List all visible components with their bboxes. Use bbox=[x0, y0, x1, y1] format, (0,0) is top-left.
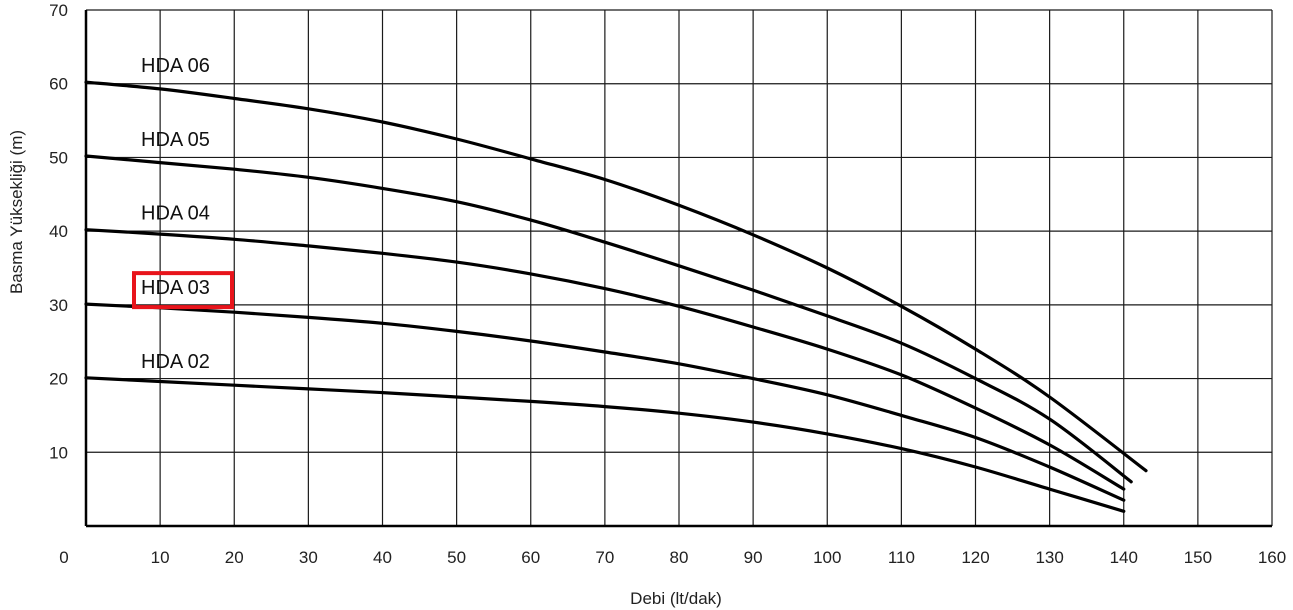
x-tick-label-1: 10 bbox=[151, 548, 170, 567]
series-label-hda-04: HDA 04 bbox=[141, 203, 210, 225]
series-line-hda-04 bbox=[84, 228, 1126, 491]
x-tick-label-13: 130 bbox=[1035, 548, 1063, 567]
series-label-hda-06: HDA 06 bbox=[141, 55, 210, 77]
x-tick-label-9: 90 bbox=[744, 548, 763, 567]
x-axis-label: Debi (lt/dak) bbox=[630, 589, 722, 608]
x-tick-label-6: 60 bbox=[521, 548, 540, 567]
x-tick-label-2: 20 bbox=[225, 548, 244, 567]
y-tick-label-3: 40 bbox=[49, 222, 68, 241]
y-tick-label-1: 20 bbox=[49, 370, 68, 389]
y-tick-label-6: 70 bbox=[49, 1, 68, 20]
series-lines bbox=[84, 80, 1148, 513]
x-tick-label-0: 0 bbox=[59, 548, 68, 567]
x-tick-label-4: 40 bbox=[373, 548, 392, 567]
series-label-hda-02: HDA 02 bbox=[141, 351, 210, 373]
y-tick-label-5: 60 bbox=[49, 75, 68, 94]
series-line-hda-05 bbox=[84, 154, 1133, 484]
highlight-box-hda-03 bbox=[132, 271, 234, 310]
grid bbox=[85, 9, 1273, 526]
x-tick-label-7: 70 bbox=[595, 548, 614, 567]
x-tick-label-10: 100 bbox=[813, 548, 841, 567]
series-labels: HDA 06 HDA 05 HDA 04 HDA 03 HDA 02 bbox=[132, 55, 234, 373]
axes bbox=[84, 10, 1272, 528]
x-tick-label-5: 50 bbox=[447, 548, 466, 567]
series-line-hda-02 bbox=[84, 376, 1126, 513]
x-tick-label-12: 120 bbox=[961, 548, 989, 567]
y-axis-label: Basma Yüksekliği (m) bbox=[7, 130, 26, 294]
x-tick-label-11: 110 bbox=[888, 548, 915, 567]
series-label-hda-03: HDA 03 bbox=[141, 277, 210, 299]
series-line-hda-03 bbox=[84, 302, 1126, 502]
tick-labels: 0 10 20 30 40 50 60 70 80 90 100 110 120 130 140 150 160… bbox=[49, 1, 1286, 567]
y-tick-label-4: 50 bbox=[49, 148, 68, 167]
x-tick-label-16: 160 bbox=[1258, 548, 1286, 567]
x-tick-label-14: 140 bbox=[1110, 548, 1138, 567]
series-line-hda-06 bbox=[84, 80, 1148, 473]
y-tick-label-2: 30 bbox=[49, 296, 68, 315]
series-label-hda-05: HDA 05 bbox=[141, 129, 210, 151]
x-tick-label-8: 80 bbox=[670, 548, 689, 567]
y-tick-label-0: 10 bbox=[49, 443, 68, 462]
x-tick-label-15: 150 bbox=[1184, 548, 1212, 567]
x-tick-label-3: 30 bbox=[299, 548, 318, 567]
